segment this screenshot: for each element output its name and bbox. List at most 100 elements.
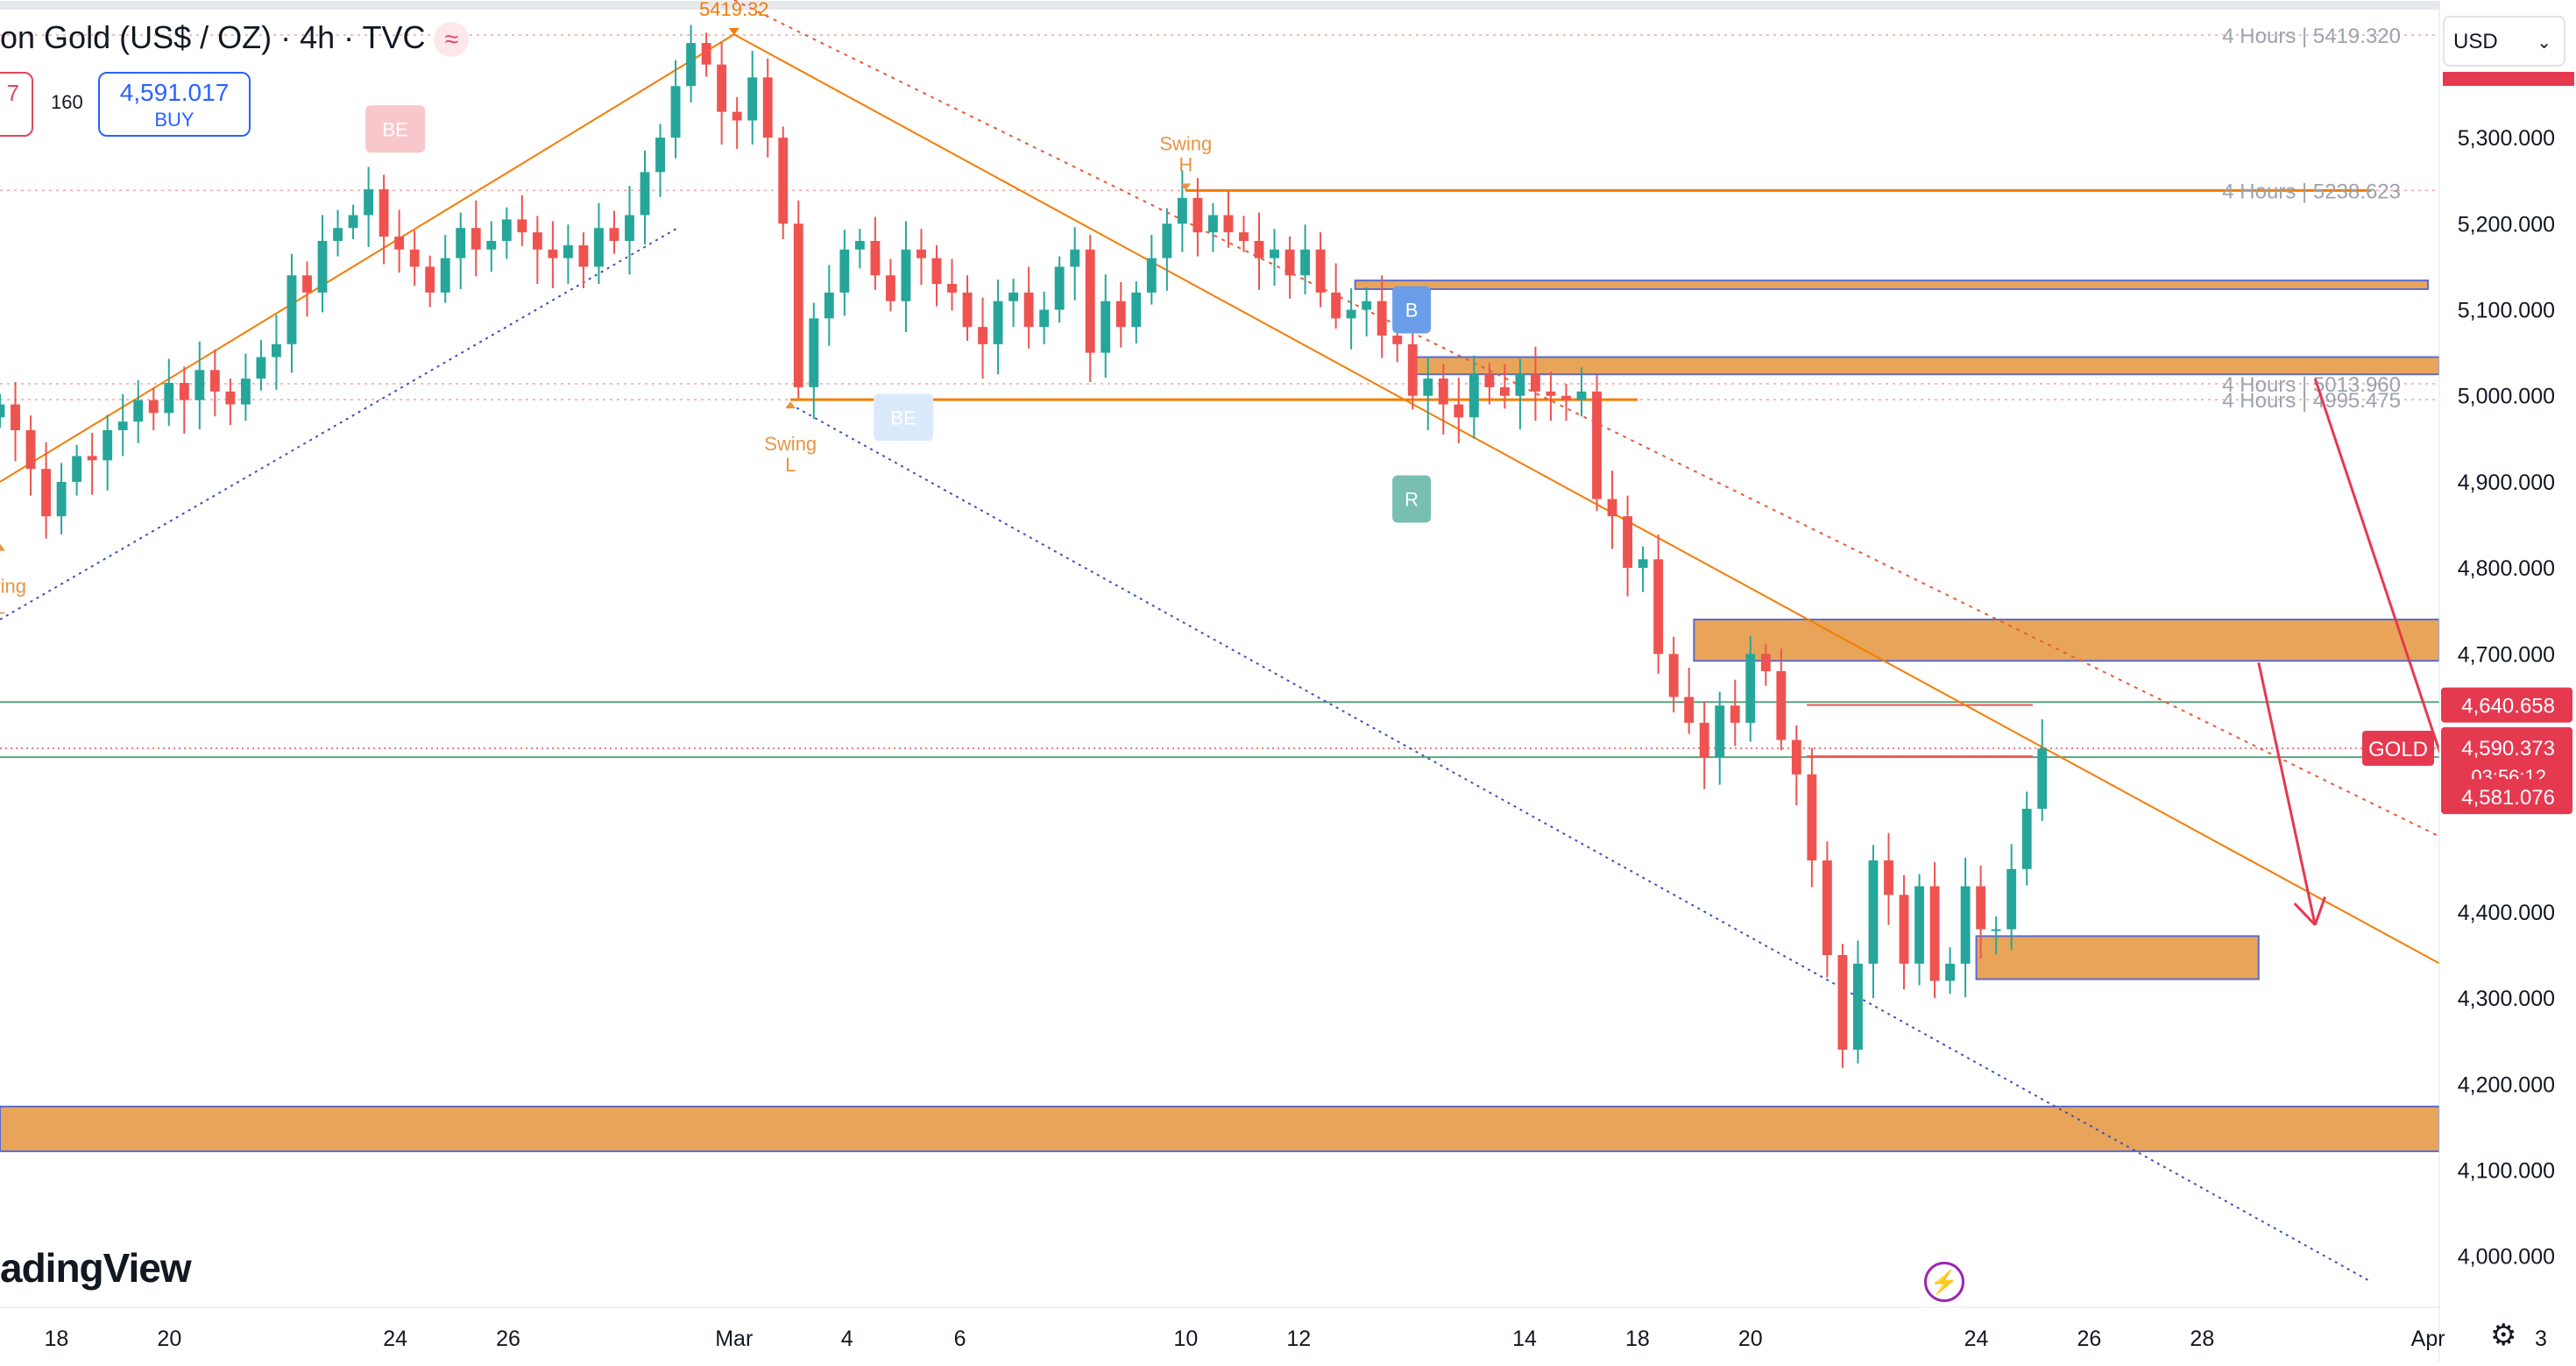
candle[interactable] — [56, 481, 67, 517]
candle[interactable] — [348, 215, 358, 229]
candle[interactable] — [2006, 868, 2017, 930]
candle[interactable] — [1515, 374, 1525, 396]
candle[interactable] — [1853, 963, 1863, 1051]
candle[interactable] — [1499, 386, 1510, 396]
candle[interactable] — [1807, 774, 1817, 860]
candle[interactable] — [501, 219, 512, 241]
wave-icon[interactable]: ≈ — [434, 22, 470, 58]
candle[interactable] — [655, 138, 665, 173]
supply-demand-zone[interactable] — [0, 1105, 2440, 1152]
candle[interactable] — [532, 232, 542, 250]
candle[interactable] — [2021, 809, 2032, 869]
candle[interactable] — [947, 284, 957, 293]
candle[interactable] — [978, 327, 987, 344]
candle[interactable] — [1699, 722, 1709, 758]
candle[interactable] — [1929, 886, 1940, 981]
candle[interactable] — [179, 382, 189, 400]
candle[interactable] — [517, 219, 527, 233]
candle[interactable] — [640, 172, 650, 216]
projection-arrow[interactable] — [2257, 662, 2317, 925]
price-tag[interactable] — [2441, 779, 2572, 815]
candle[interactable] — [440, 258, 450, 293]
candle[interactable] — [471, 228, 481, 250]
candle[interactable] — [686, 43, 697, 87]
candle[interactable] — [1223, 215, 1234, 233]
candle[interactable] — [1362, 301, 1372, 310]
candle[interactable] — [317, 240, 328, 293]
candle[interactable] — [1607, 499, 1617, 517]
candle[interactable] — [625, 215, 634, 241]
candle[interactable] — [409, 249, 420, 267]
candle[interactable] — [824, 292, 834, 319]
gear-icon[interactable]: ⚙ — [2490, 1319, 2517, 1352]
candle[interactable] — [1423, 379, 1433, 396]
candle[interactable] — [209, 370, 220, 392]
candle[interactable] — [394, 237, 405, 250]
candle[interactable] — [256, 357, 266, 379]
candle[interactable] — [72, 456, 82, 482]
candle[interactable] — [1239, 232, 1249, 241]
candle[interactable] — [1177, 197, 1187, 224]
candle[interactable] — [578, 244, 589, 267]
candle[interactable] — [548, 249, 558, 258]
candle[interactable] — [11, 404, 20, 430]
candle[interactable] — [870, 240, 881, 276]
candle[interactable] — [1822, 860, 1832, 956]
lightning-icon[interactable]: ⚡ — [1924, 1262, 1964, 1302]
candle[interactable] — [732, 111, 742, 121]
candle[interactable] — [1115, 301, 1126, 328]
candle[interactable] — [839, 249, 850, 293]
candle[interactable] — [793, 223, 803, 387]
candle[interactable] — [931, 258, 942, 285]
supply-demand-zone[interactable] — [1354, 280, 2430, 290]
sell-button[interactable]: 7 — [0, 72, 33, 137]
candle[interactable] — [1284, 249, 1295, 276]
current-price-tag[interactable] — [2441, 726, 2572, 796]
candle[interactable] — [117, 421, 128, 430]
signal-badge[interactable] — [365, 105, 426, 153]
candle[interactable] — [1745, 654, 1756, 723]
currency-select[interactable]: USD ⌄ — [2443, 16, 2565, 67]
candle[interactable] — [2037, 748, 2048, 810]
candle[interactable] — [1023, 292, 1034, 328]
channel-line-lower[interactable] — [0, 227, 678, 620]
candle[interactable] — [1085, 249, 1095, 353]
candle[interactable] — [1438, 379, 1448, 405]
candle[interactable] — [1468, 374, 1479, 418]
candle[interactable] — [885, 275, 895, 301]
candle[interactable] — [1331, 292, 1341, 319]
candle[interactable] — [195, 370, 205, 400]
candle[interactable] — [148, 400, 159, 414]
candle[interactable] — [1484, 374, 1495, 387]
candle[interactable] — [1899, 895, 1909, 964]
candle[interactable] — [379, 189, 389, 237]
candle[interactable] — [1546, 391, 1556, 396]
candle[interactable] — [609, 228, 619, 241]
candle[interactable] — [1776, 670, 1787, 740]
candle[interactable] — [164, 382, 174, 414]
candle[interactable] — [456, 228, 466, 258]
channel-line-upper[interactable] — [733, 0, 2542, 888]
candle[interactable] — [1991, 929, 2001, 931]
candle[interactable] — [1791, 740, 1801, 775]
candle[interactable] — [778, 138, 789, 224]
candle[interactable] — [993, 301, 1003, 344]
trend-line-down[interactable] — [733, 33, 2542, 1020]
candle[interactable] — [1131, 292, 1142, 328]
candle[interactable] — [1837, 955, 1848, 1051]
supply-demand-zone[interactable] — [1411, 356, 2440, 376]
candle[interactable] — [1454, 404, 1464, 418]
buy-button[interactable]: 4,591.017 BUY — [98, 72, 251, 137]
candle[interactable] — [1270, 249, 1279, 258]
candle[interactable] — [87, 456, 97, 461]
candle[interactable] — [762, 77, 773, 138]
candle[interactable] — [1730, 705, 1740, 723]
candle[interactable] — [1638, 559, 1648, 569]
price-axis[interactable] — [2439, 0, 2576, 1362]
candle[interactable] — [1346, 309, 1356, 319]
candle[interactable] — [1531, 374, 1540, 392]
candle[interactable] — [1407, 343, 1418, 396]
candle[interactable] — [701, 43, 711, 65]
candle[interactable] — [1146, 258, 1157, 293]
